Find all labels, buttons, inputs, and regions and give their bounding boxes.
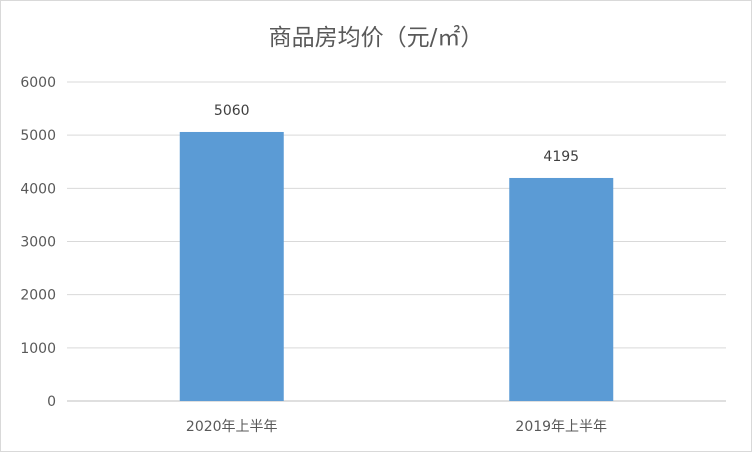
data-label: 4195 — [543, 149, 579, 165]
data-label: 5060 — [214, 103, 250, 119]
y-tick-label: 5000 — [20, 128, 56, 144]
y-axis-ticks: 0 1000 2000 3000 4000 5000 6000 — [20, 75, 56, 410]
y-tick-label: 3000 — [20, 235, 56, 251]
y-tick-label: 1000 — [20, 341, 56, 357]
bars — [179, 131, 614, 401]
data-labels: 5060 4195 — [214, 103, 579, 165]
category-label: 2019年上半年 — [515, 419, 607, 435]
y-tick-label: 4000 — [20, 181, 56, 197]
category-label: 2020年上半年 — [186, 419, 278, 435]
gridlines — [67, 81, 726, 402]
y-tick-label: 0 — [47, 394, 56, 410]
bar — [509, 177, 614, 401]
y-tick-label: 2000 — [20, 288, 56, 304]
chart-title: 商品房均价（元/㎡） — [269, 25, 484, 51]
y-tick-label: 6000 — [20, 75, 56, 91]
category-labels: 2020年上半年 2019年上半年 — [186, 419, 607, 435]
bar — [179, 131, 284, 401]
